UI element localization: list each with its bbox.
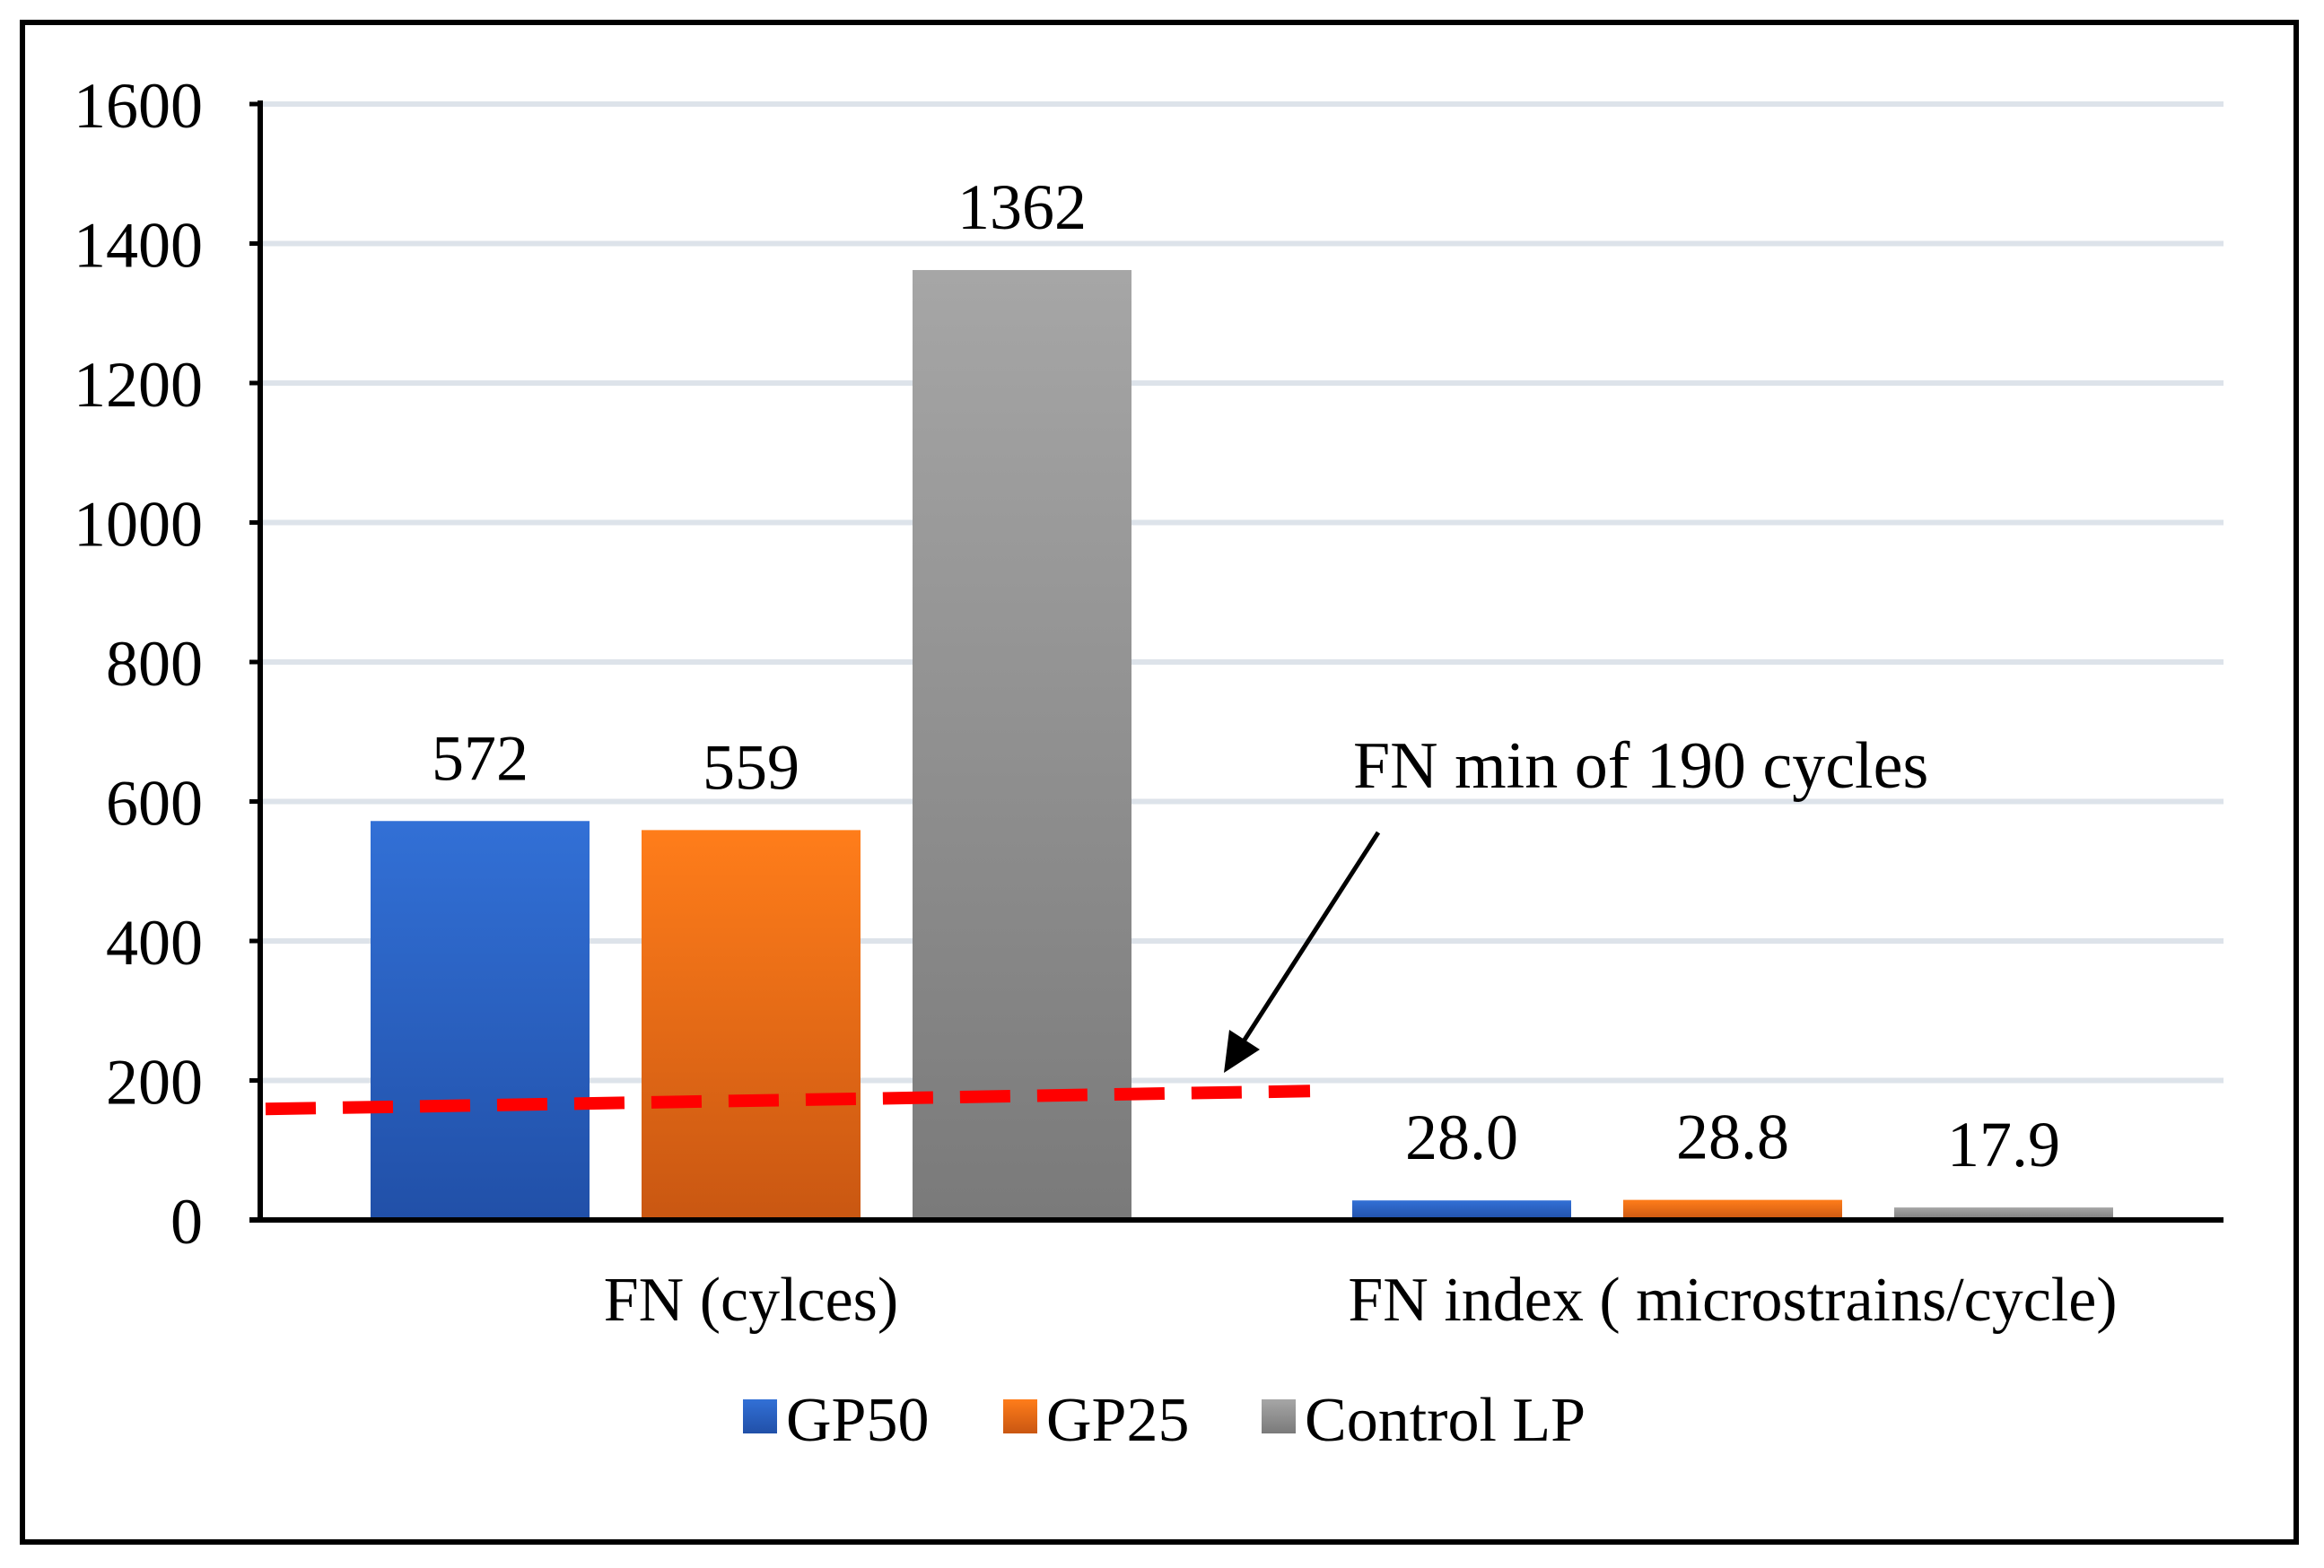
- data-label: 1362: [957, 171, 1087, 243]
- bar-control-lp: [913, 270, 1131, 1220]
- chart-frame: 0 200 400 600 800 1000 1200 1400 1600 572 559 1362…: [20, 20, 2299, 1545]
- legend-label: GP50: [786, 1386, 929, 1455]
- y-tick-label: 400: [106, 907, 203, 979]
- axes: [249, 100, 2224, 1223]
- data-labels: 572 559 1362 28.0 28.8 17.9: [432, 171, 2060, 1180]
- legend-swatch-gp50: [743, 1399, 777, 1433]
- bar-gp25: [642, 830, 861, 1220]
- y-tick-label: 800: [106, 628, 203, 700]
- reference-annotation: FN min of 190 cycles: [1353, 729, 1928, 803]
- legend-label: Control LP: [1305, 1386, 1586, 1455]
- data-label: 559: [703, 731, 799, 803]
- y-axis-ticks: 0 200 400 600 800 1000 1200 1400 1600: [74, 70, 260, 1258]
- annotation-arrow-shaft: [1236, 831, 1381, 1051]
- y-tick-label: 0: [170, 1186, 203, 1258]
- y-tick-label: 1400: [74, 210, 203, 282]
- bar-chart: 0 200 400 600 800 1000 1200 1400 1600 572 559 1362…: [74, 70, 2224, 1455]
- y-tick-label: 600: [106, 768, 203, 840]
- y-tick-label: 1200: [74, 349, 203, 421]
- reference-line-group: [265, 1085, 1311, 1116]
- x-axis-categories: FN (cylces) FN index ( microstrains/cycle…: [604, 1266, 2118, 1335]
- legend-label: GP25: [1046, 1386, 1189, 1455]
- data-label: 28.0: [1405, 1102, 1518, 1173]
- bar-gp50: [1352, 1200, 1571, 1220]
- reference-line: [265, 1085, 1311, 1116]
- data-label: 28.8: [1676, 1102, 1789, 1173]
- data-label: 572: [432, 722, 529, 794]
- y-tick-label: 1000: [74, 489, 203, 561]
- annotation-arrowhead: [1224, 1030, 1260, 1073]
- y-tick-label: 200: [106, 1047, 203, 1119]
- legend: GP50 GP25 Control LP: [743, 1386, 1586, 1455]
- x-category-label: FN index ( microstrains/cycle): [1348, 1266, 2117, 1335]
- legend-swatch-gp25: [1003, 1399, 1037, 1433]
- bar-series: [371, 270, 2113, 1220]
- data-label: 17.9: [1947, 1109, 2060, 1180]
- bar-gp50: [371, 821, 590, 1220]
- x-category-label: FN (cylces): [604, 1266, 899, 1335]
- y-tick-label: 1600: [74, 70, 203, 142]
- bar-gp25: [1623, 1199, 1842, 1220]
- legend-swatch-control-lp: [1262, 1399, 1296, 1433]
- bar-control-lp: [1894, 1207, 2113, 1220]
